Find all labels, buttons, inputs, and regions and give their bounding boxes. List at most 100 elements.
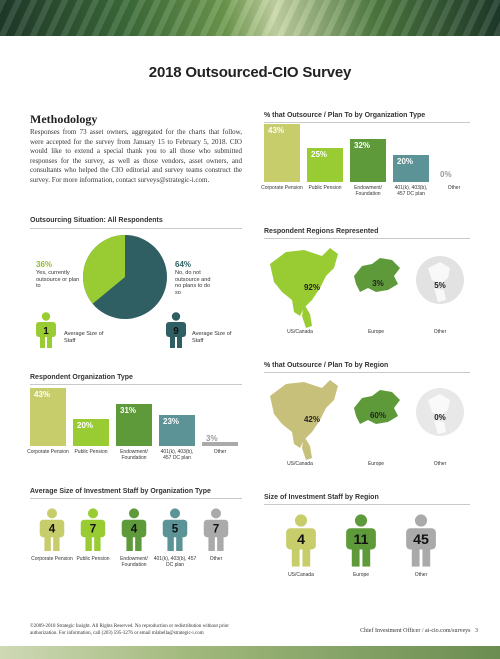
globe-continents xyxy=(428,394,450,434)
bar-category-label: Public Pension xyxy=(74,449,108,455)
header-banner xyxy=(0,0,500,36)
staff-yes-number: 1 xyxy=(43,326,49,337)
footer-band xyxy=(0,646,500,659)
staff-number: 4 xyxy=(49,523,56,536)
regions-heading: Respondent Regions Represented xyxy=(264,228,379,235)
bar xyxy=(73,419,109,446)
outsource-org-heading: % that Outsource / Plan To by Organizati… xyxy=(264,112,426,119)
staff-number: 4 xyxy=(131,523,138,536)
region-maps-figure: 42% 60% 0% US/Canada Europe Other xyxy=(270,380,464,466)
staff-org-label: Other xyxy=(209,556,223,562)
staff-number: 5 xyxy=(172,523,179,536)
bar-category-label: Public Pension xyxy=(308,185,342,191)
bar-category-label: Other xyxy=(447,185,461,191)
staff-no-label: Average Size of Staff xyxy=(192,331,232,344)
north-america-map xyxy=(270,248,338,316)
europe-map xyxy=(354,390,400,424)
bar-value-label: 20% xyxy=(77,421,94,431)
region-value-label: 0% xyxy=(434,413,446,422)
page-number: 3 xyxy=(475,628,478,634)
region-label: Europe xyxy=(368,461,384,466)
staff-org-label: Corporate Pension xyxy=(31,556,73,562)
staff-number: 7 xyxy=(90,523,96,536)
copyright-footer: ©2009-2018 Strategic Insight. All Rights… xyxy=(30,623,229,637)
staff-number: 7 xyxy=(213,523,219,536)
bar xyxy=(159,414,195,446)
yes-pct: 36% xyxy=(36,260,53,269)
bar-category-label: Endowment/ Foundation xyxy=(354,185,382,198)
section-divider xyxy=(264,238,470,239)
person-icon: 11 xyxy=(346,514,376,567)
region-value-label: 5% xyxy=(434,281,446,290)
globe-continents xyxy=(428,262,450,302)
avg-staff-org-heading: Average Size of Investment Staff by Orga… xyxy=(30,488,211,495)
person-icon: 4 xyxy=(121,508,147,552)
footer-right: Chief Investment Officer / ai-cio.com/su… xyxy=(360,628,478,634)
bar-value-label: 32% xyxy=(354,140,371,150)
staff-yes-label: Average Size of Staff xyxy=(64,331,104,344)
section-divider xyxy=(30,498,242,499)
bar-value-label: 31% xyxy=(120,406,137,416)
person-icon: 9 xyxy=(166,312,186,348)
person-icon: 45 xyxy=(406,514,436,567)
no-label: No, do not outsource and no plans to do … xyxy=(175,270,211,296)
section-divider xyxy=(264,504,470,505)
person-icon: 7 xyxy=(203,508,229,552)
outsourcing-situation-heading: Outsourcing Situation: All Respondents xyxy=(30,217,163,224)
staff-region-label: Other xyxy=(414,572,428,578)
methodology-heading: Methodology xyxy=(30,112,98,126)
person-icon: 4 xyxy=(39,508,65,552)
staff-org-label: Public Pension xyxy=(76,556,110,562)
bar-value-label: 43% xyxy=(268,126,285,135)
staff-number: 4 xyxy=(297,532,305,548)
bar-value-label: 25% xyxy=(311,150,328,160)
bar-value-label: 20% xyxy=(397,157,414,167)
region-value-label: 60% xyxy=(370,411,386,420)
bar-category-label: Endowment/ Foundation xyxy=(120,449,148,462)
outsourcing-pie-chart xyxy=(83,235,167,319)
staff-org-label: 401(k), 403(b), 457 DC plan xyxy=(153,556,197,569)
staff-no-number: 9 xyxy=(173,326,179,337)
page-title: 2018 Outsourced-CIO Survey xyxy=(148,64,352,81)
no-pct: 64% xyxy=(175,260,192,269)
staff-number: 45 xyxy=(413,532,429,548)
section-divider xyxy=(264,122,470,123)
bar-value-label: 3% xyxy=(206,434,218,443)
bar xyxy=(393,155,429,182)
section-divider xyxy=(30,228,242,229)
staff-region-heading: Size of Investment Staff by Region xyxy=(264,494,379,501)
bar-category-label: Other xyxy=(213,449,227,455)
footer-line-1: ©2009-2018 Strategic Insight. All Rights… xyxy=(30,624,229,629)
central-america-map xyxy=(302,436,312,460)
person-icon: 7 xyxy=(80,508,106,552)
europe-map xyxy=(354,258,400,292)
person-icon: 5 xyxy=(162,508,188,552)
footer-site: Chief Investment Officer / ai-cio.com/su… xyxy=(360,628,471,634)
bar-value-label: 43% xyxy=(34,390,51,399)
staff-org-label: Endowment/ Foundation xyxy=(120,556,148,569)
region-maps-figure: 92% 3% 5% US/Canada Europe Other xyxy=(270,248,464,334)
bar xyxy=(202,441,238,446)
yes-label: Yes, currently outsource or plan to xyxy=(36,270,80,290)
pie-slice-yes xyxy=(83,235,125,304)
staff-region-label: Europe xyxy=(352,572,370,578)
section-divider xyxy=(30,384,242,385)
staff-number: 11 xyxy=(354,532,369,548)
outsource-region-heading: % that Outsource / Plan To by Region xyxy=(264,362,389,369)
bar-category-label: 401(k), 403(b), 457 DC plan xyxy=(160,449,194,462)
methodology-text: Responses from 73 asset owners, aggregat… xyxy=(30,128,242,184)
bar-category-label: 401(k), 403(b), 457 DC plan xyxy=(394,185,428,198)
bar xyxy=(30,388,66,446)
region-value-label: 92% xyxy=(304,283,320,292)
bar-category-label: Corporate Pension xyxy=(261,185,303,191)
bar xyxy=(350,138,386,182)
region-label: US/Canada xyxy=(287,329,313,334)
region-label: US/Canada xyxy=(287,461,313,466)
bar xyxy=(264,124,300,182)
org-type-heading: Respondent Organization Type xyxy=(30,374,133,381)
region-label: Europe xyxy=(368,329,384,334)
region-label: Other xyxy=(434,461,447,466)
central-america-map xyxy=(302,304,312,328)
person-icon: 1 xyxy=(36,312,56,348)
region-label: Other xyxy=(434,329,447,334)
